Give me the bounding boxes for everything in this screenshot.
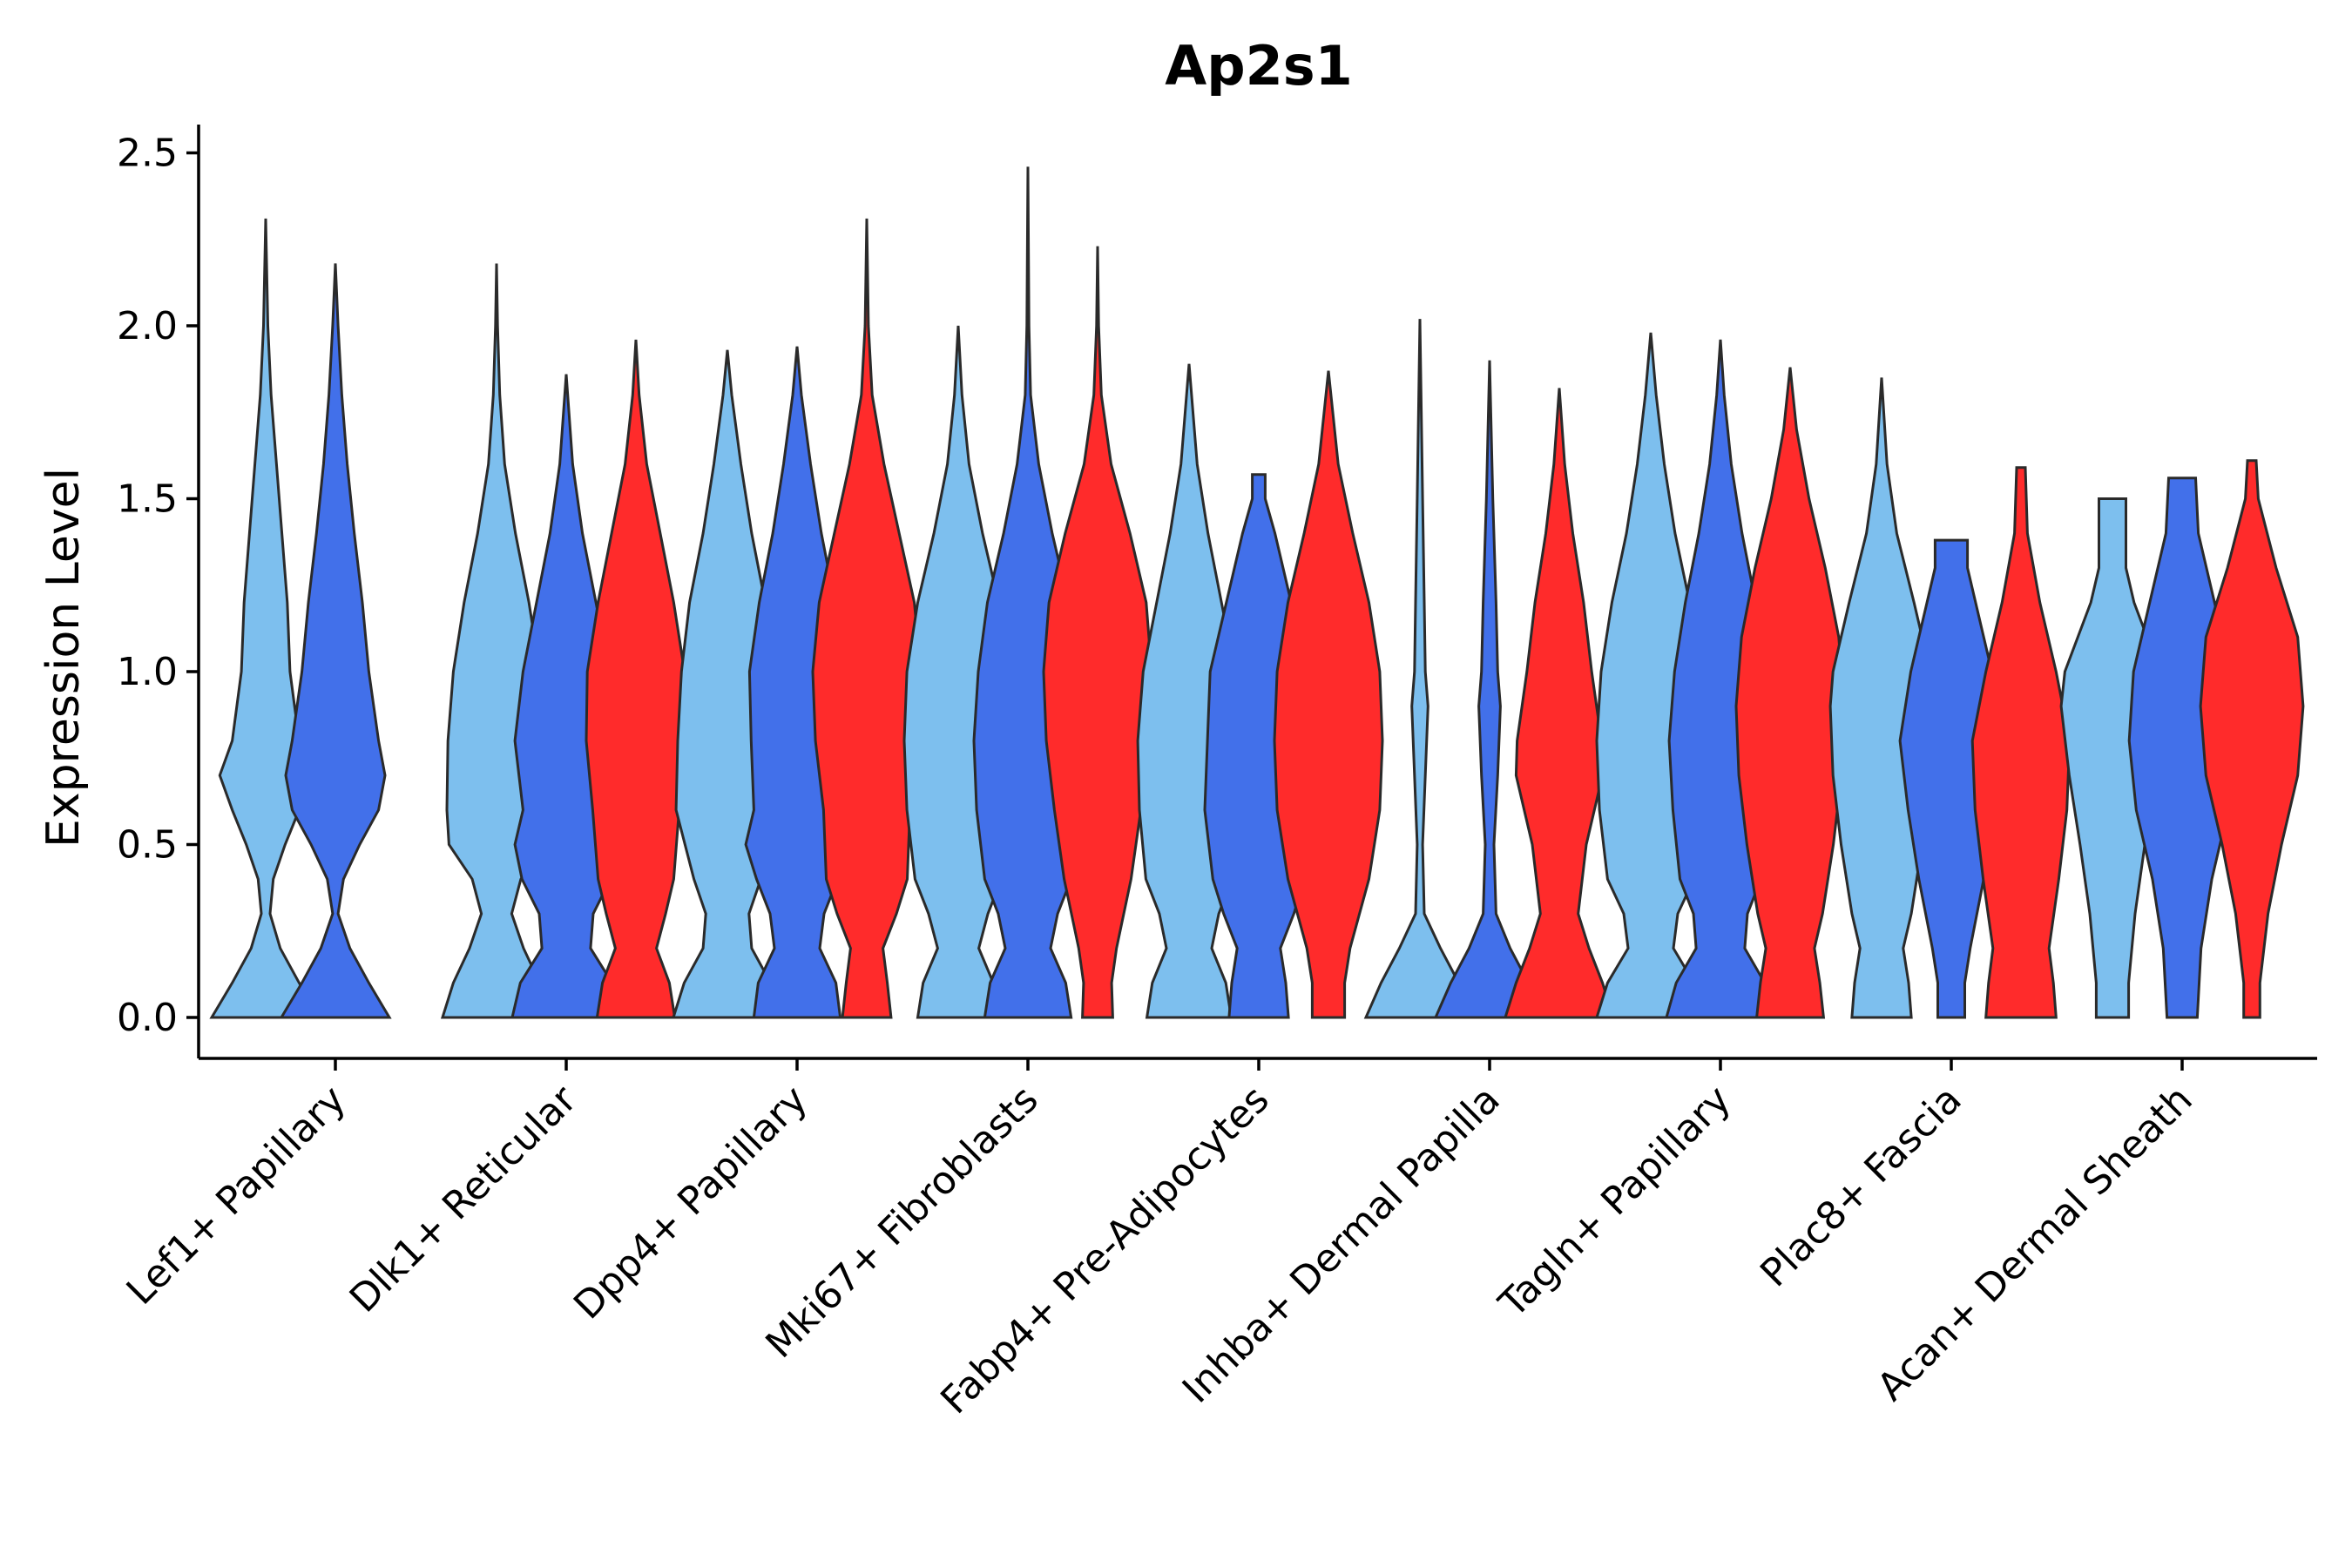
- y-tick-label: 2.5: [117, 132, 178, 176]
- violin-6-3: [1503, 388, 1616, 1019]
- violins-group: [209, 166, 2305, 1019]
- violin-8-3: [1970, 466, 2072, 1019]
- violin-2-3: [585, 339, 687, 1019]
- x-tick-label: Lef1+ Papillary: [118, 1078, 355, 1314]
- chart-title: Ap2s1: [1165, 34, 1353, 98]
- violin-7-3: [1734, 367, 1846, 1019]
- violin-5-3: [1273, 370, 1384, 1019]
- y-axis: 0.0 0.5 1.0 1.5 2.0 2.5: [117, 125, 200, 1058]
- y-tick-label: 0.5: [117, 823, 178, 868]
- y-tick-label: 1.5: [117, 477, 178, 522]
- y-axis-label: Expression Level: [37, 468, 90, 848]
- violin-9-3: [2199, 459, 2305, 1019]
- x-tick-label: Dpp4+ Papillary: [565, 1078, 816, 1328]
- y-tick-label: 2.0: [117, 304, 178, 348]
- x-tick-label: Plac8+ Fascia: [1752, 1078, 1970, 1296]
- violin-1-1: [209, 218, 322, 1019]
- x-tick-label: Tagln+ Papillary: [1490, 1078, 1740, 1327]
- violin-6-2: [1433, 360, 1546, 1019]
- violin-1-2: [279, 263, 392, 1019]
- violin-6-1: [1363, 319, 1477, 1019]
- y-tick-label: 0.0: [117, 996, 178, 1040]
- y-tick-label: 1.0: [117, 650, 178, 694]
- x-tick-label: Dlk1+ Reticular: [341, 1077, 586, 1321]
- violin-3-3: [811, 218, 923, 1019]
